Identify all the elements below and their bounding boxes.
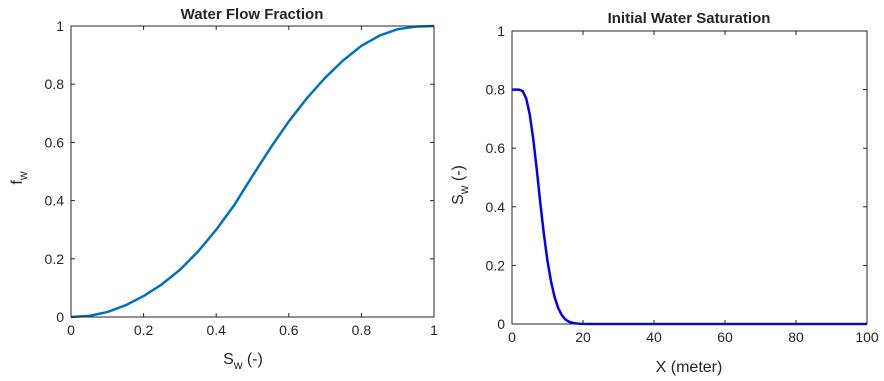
y-tick-label: 0.4 (45, 193, 65, 209)
y-tick-label: 0 (56, 309, 64, 325)
x-tick-label: 80 (788, 329, 804, 345)
y-axis-label: Sw (-) (450, 165, 471, 205)
tick-group: 0 0.2 0.4 0.6 0.8 1 0 0.2 0.4 0.6 0.8 1 (45, 18, 439, 338)
chart-panel-right: Initial Water Saturation 0 20 40 60 80 100 0 0.… (450, 10, 879, 376)
y-tick-label: 0.4 (486, 199, 506, 215)
y-tick-label: 1 (497, 23, 505, 39)
plot-area-frame (70, 25, 435, 318)
x-tick-label: 60 (717, 329, 733, 345)
y-tick-label: 0.8 (486, 82, 506, 98)
y-tick-label: 0.2 (45, 251, 65, 267)
series-line (512, 88, 867, 326)
x-tick-label: 100 (855, 329, 879, 345)
y-tick-label: 0.8 (45, 76, 65, 92)
series-line (70, 24, 435, 319)
y-tick-label: 0.2 (486, 257, 506, 273)
chart-panel-left: Water Flow Fraction 0 0.2 0.4 0.6 0.8 1 0 0.2 0.… (9, 6, 438, 372)
x-axis-label: X (meter) (656, 359, 723, 376)
x-tick-label: 0.8 (352, 322, 372, 338)
x-tick-label: 0 (508, 329, 516, 345)
x-tick-label: 0.6 (279, 322, 299, 338)
y-tick-label: 0.6 (45, 134, 65, 150)
x-tick-label: 0.4 (206, 322, 226, 338)
x-tick-label: 0 (67, 322, 75, 338)
plot-area-frame (511, 30, 868, 325)
x-tick-label: 40 (646, 329, 662, 345)
x-tick-label: 0.2 (134, 322, 154, 338)
y-axis-label: fw (9, 171, 30, 184)
tick-group: 0 20 40 60 80 100 0 0.2 0.4 0.6 0.8 1 (486, 23, 879, 345)
chart-title: Initial Water Saturation (608, 10, 771, 27)
x-tick-label: 20 (575, 329, 591, 345)
y-tick-label: 0 (497, 316, 505, 332)
x-axis-label: Sw (-) (223, 351, 263, 372)
chart-title: Water Flow Fraction (181, 6, 324, 23)
y-tick-label: 0.6 (486, 140, 506, 156)
x-tick-label: 1 (430, 322, 438, 338)
y-tick-label: 1 (56, 18, 64, 34)
